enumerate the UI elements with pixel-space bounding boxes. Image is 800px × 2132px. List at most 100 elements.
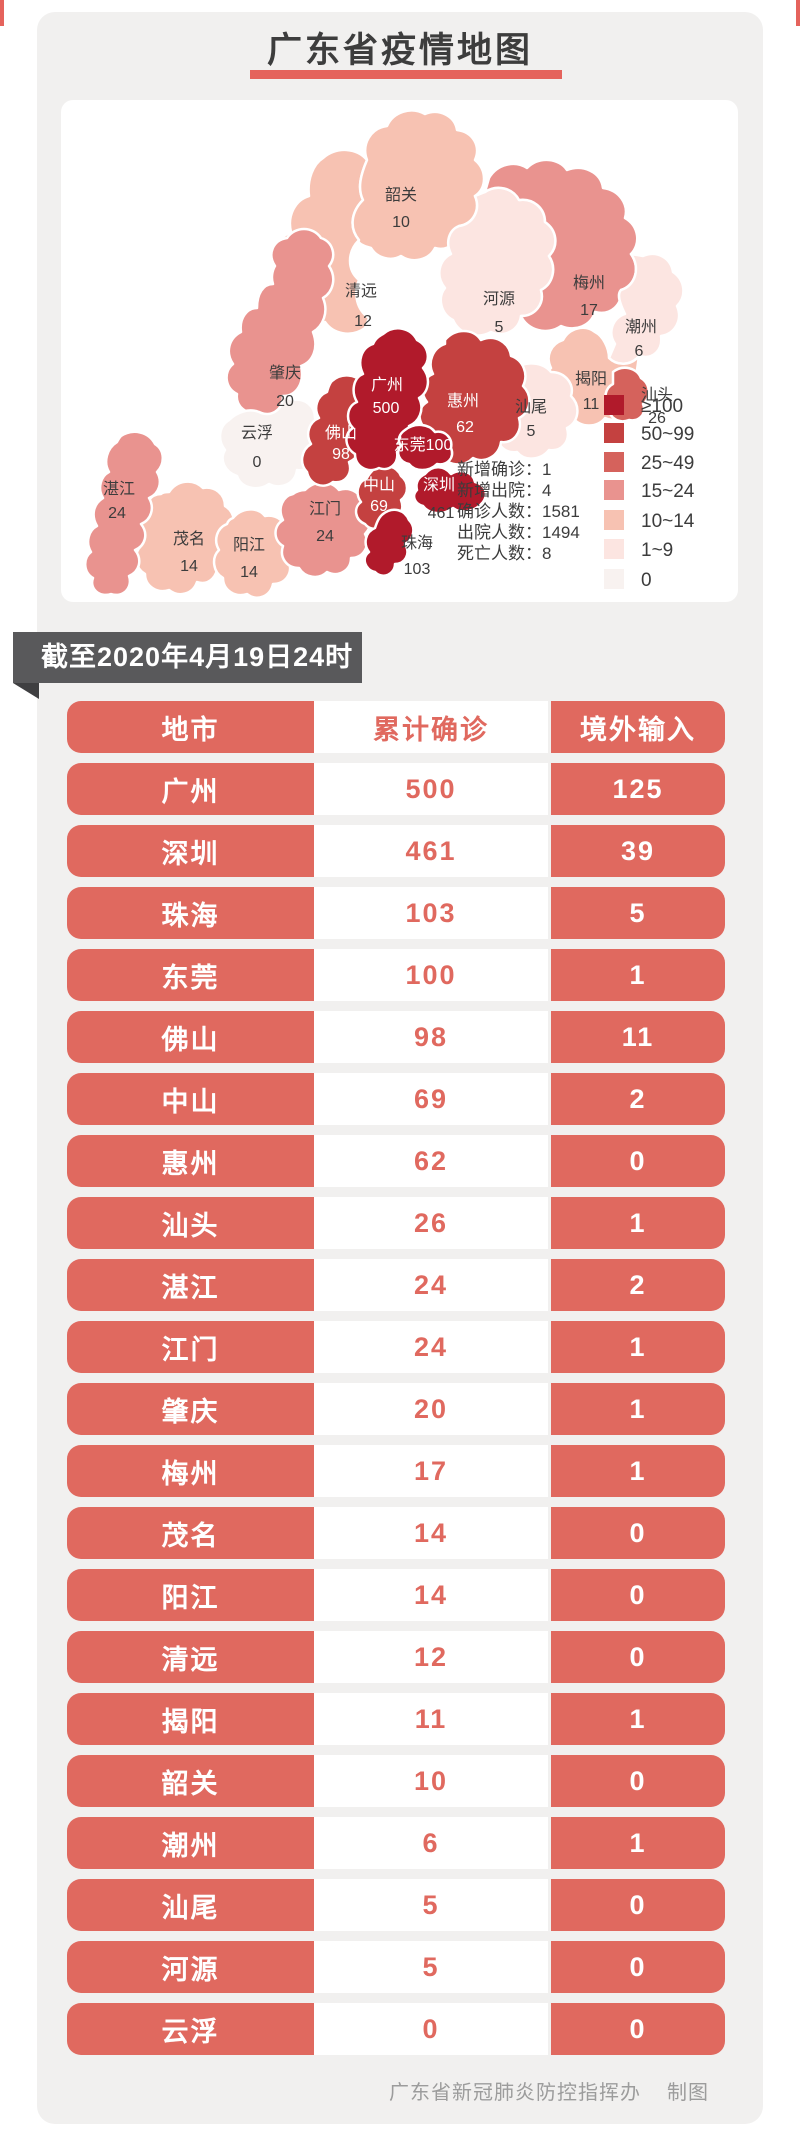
table-row: 潮州 6 1	[67, 1817, 725, 1869]
map-value-zhaoqing: 20	[276, 393, 294, 410]
table-row: 韶关 10 0	[67, 1755, 725, 1807]
table-row: 江门 24 1	[67, 1321, 725, 1373]
cell-confirmed: 5	[314, 1879, 548, 1931]
map-value-shanwei: 5	[527, 423, 536, 440]
table-row: 云浮 0 0	[67, 2003, 725, 2055]
cell-imported: 2	[551, 1259, 725, 1311]
table-row: 广州 500 125	[67, 763, 725, 815]
legend-label: 15~24	[641, 481, 695, 502]
cell-city: 清远	[67, 1631, 314, 1683]
map-region-huizhou	[418, 329, 531, 466]
cell-city: 潮州	[67, 1817, 314, 1869]
legend-label: ≥100	[641, 396, 683, 417]
map-value-foshan: 98	[332, 446, 350, 463]
cell-confirmed: 12	[314, 1631, 548, 1683]
cell-confirmed: 461	[314, 825, 548, 877]
cell-confirmed: 62	[314, 1135, 548, 1187]
cell-confirmed: 14	[314, 1507, 548, 1559]
cell-imported: 125	[551, 763, 725, 815]
cell-imported: 0	[551, 1941, 725, 1993]
map-label-shantou: 汕头	[641, 386, 673, 404]
legend-swatch	[604, 569, 624, 589]
cell-imported: 11	[551, 1011, 725, 1063]
map-stat-line: 确诊人数：1581	[457, 502, 580, 521]
legend-swatch	[604, 480, 624, 500]
map-label-zhongshan: 中山	[363, 476, 395, 494]
map-stat-line: 新增出院：4	[457, 481, 551, 500]
cell-city: 珠海	[67, 887, 314, 939]
map-stat-line: 新增确诊：1	[457, 460, 551, 479]
cell-imported: 1	[551, 949, 725, 1001]
cell-imported: 1	[551, 1693, 725, 1745]
cell-confirmed: 14	[314, 1569, 548, 1621]
legend-label: 50~99	[641, 424, 694, 445]
map-label-huizhou: 惠州	[447, 392, 479, 410]
map-panel: 清远 12 韶关 10 河源 5 梅州 17 潮州 6 揭阳 11 汕头 26 汕尾 5 肇庆 20 云浮 0 茂名 14…	[61, 100, 738, 602]
map-label-dongguan: 东莞100	[394, 436, 453, 454]
cell-confirmed: 500	[314, 763, 548, 815]
map-region-zhaoqing	[225, 227, 335, 416]
table-row: 佛山 98 11	[67, 1011, 725, 1063]
map-label-shenzhen: 深圳	[423, 476, 455, 494]
table-row: 汕头 26 1	[67, 1197, 725, 1249]
cell-confirmed: 100	[314, 949, 548, 1001]
map-value-zhanjiang: 24	[108, 505, 126, 522]
map-label-zhanjiang: 湛江	[103, 480, 135, 498]
map-region-dongguan	[397, 423, 454, 472]
map-value-zhongshan: 69	[370, 498, 388, 515]
ribbon-fold	[13, 683, 39, 699]
map-label-zhaoqing: 肇庆	[269, 364, 301, 382]
map-label-guangzhou: 广州	[371, 376, 403, 394]
cell-confirmed: 69	[314, 1073, 548, 1125]
map-label-maoming: 茂名	[173, 530, 205, 548]
col-header-imported: 境外输入	[551, 701, 725, 753]
legend-label: 10~14	[641, 511, 695, 532]
cell-city: 肇庆	[67, 1383, 314, 1435]
cell-imported: 39	[551, 825, 725, 877]
map-value-huizhou: 62	[456, 419, 474, 436]
cell-city: 广州	[67, 763, 314, 815]
legend-swatch	[604, 539, 624, 559]
legend-swatch	[604, 423, 624, 443]
cell-confirmed: 103	[314, 887, 548, 939]
col-header-confirmed: 累计确诊	[314, 701, 548, 753]
cell-imported: 1	[551, 1817, 725, 1869]
table-row: 珠海 103 5	[67, 887, 725, 939]
cell-confirmed: 5	[314, 1941, 548, 1993]
legend-swatch	[604, 452, 624, 472]
legend-swatch	[604, 510, 624, 530]
table-row: 茂名 14 0	[67, 1507, 725, 1559]
legend-label: 0	[641, 570, 652, 591]
cell-city: 湛江	[67, 1259, 314, 1311]
cell-city: 揭阳	[67, 1693, 314, 1745]
map-label-qingyuan: 清远	[345, 282, 377, 300]
cell-imported: 0	[551, 1135, 725, 1187]
cell-imported: 0	[551, 1879, 725, 1931]
map-label-chaozhou: 潮州	[625, 318, 657, 336]
footer-credit-suffix: 制图	[667, 2082, 709, 2104]
map-value-shaoguan: 10	[392, 214, 410, 231]
table-row: 汕尾 5 0	[67, 1879, 725, 1931]
cell-imported: 0	[551, 1755, 725, 1807]
table-row: 惠州 62 0	[67, 1135, 725, 1187]
map-value-meizhou: 17	[580, 302, 598, 319]
cell-city: 韶关	[67, 1755, 314, 1807]
map-value-qingyuan: 12	[354, 313, 372, 330]
map-label-foshan: 佛山	[325, 424, 357, 442]
map-value-maoming: 14	[180, 558, 198, 575]
table-row: 深圳 461 39	[67, 825, 725, 877]
cell-city: 云浮	[67, 2003, 314, 2055]
map-label-zhuhai: 珠海	[401, 534, 433, 552]
cell-confirmed: 98	[314, 1011, 548, 1063]
cell-confirmed: 0	[314, 2003, 548, 2055]
cell-imported: 2	[551, 1073, 725, 1125]
cell-confirmed: 17	[314, 1445, 548, 1497]
cell-imported: 5	[551, 887, 725, 939]
map-value-jieyang: 11	[583, 396, 600, 413]
cell-imported: 1	[551, 1321, 725, 1373]
cell-city: 阳江	[67, 1569, 314, 1621]
map-label-meizhou: 梅州	[573, 274, 605, 292]
page-title: 广东省疫情地图	[266, 31, 533, 70]
